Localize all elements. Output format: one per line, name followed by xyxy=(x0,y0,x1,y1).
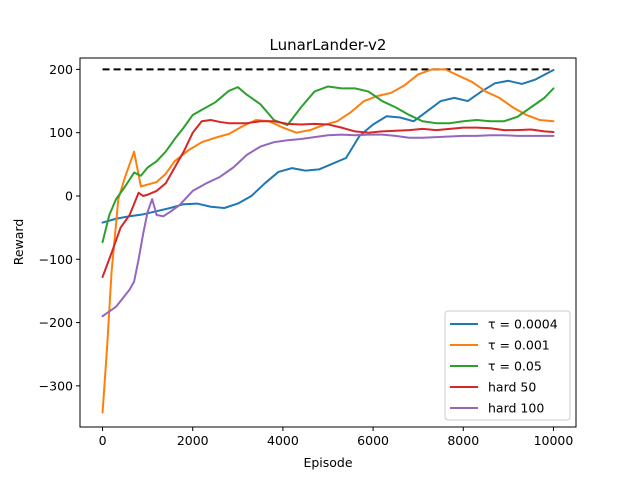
series-line-1 xyxy=(101,68,555,414)
y-tick-label: 0 xyxy=(65,188,73,203)
chart-title: LunarLander-v2 xyxy=(270,36,387,54)
legend-entry-0: τ = 0.0004 xyxy=(488,317,558,332)
series-line-3 xyxy=(101,119,555,278)
y-tick-label: 200 xyxy=(49,62,73,77)
y-tick-label: 100 xyxy=(49,125,73,140)
x-tick-label: 0 xyxy=(99,433,107,448)
x-tick-label: 10000 xyxy=(534,433,574,448)
legend-entry-4: hard 100 xyxy=(488,401,544,416)
x-tick-label: 6000 xyxy=(357,433,389,448)
x-tick-label: 8000 xyxy=(447,433,479,448)
legend-entry-1: τ = 0.001 xyxy=(488,338,550,353)
x-tick-label: 4000 xyxy=(267,433,299,448)
legend-entry-3: hard 50 xyxy=(488,380,536,395)
legend: τ = 0.0004 τ = 0.001 τ = 0.05 hard 50 hard 1… xyxy=(444,310,571,421)
axes-frame xyxy=(79,57,577,428)
legend-box xyxy=(444,310,571,421)
y-tick-label: −200 xyxy=(39,315,73,330)
y-tick-label: −300 xyxy=(39,378,73,393)
y-axis-label: Reward xyxy=(11,219,26,266)
series-line-4 xyxy=(101,133,555,318)
axes: 0 2000 4000 6000 8000 10000 −300 −200 −100 0 100 20… xyxy=(39,57,577,448)
x-tick-label: 2000 xyxy=(177,433,209,448)
x-axis-label: Episode xyxy=(303,455,352,470)
series-line-2 xyxy=(101,85,555,244)
plot-area xyxy=(101,68,555,414)
legend-entry-2: τ = 0.05 xyxy=(488,359,542,374)
y-tick-label: −100 xyxy=(39,252,73,267)
